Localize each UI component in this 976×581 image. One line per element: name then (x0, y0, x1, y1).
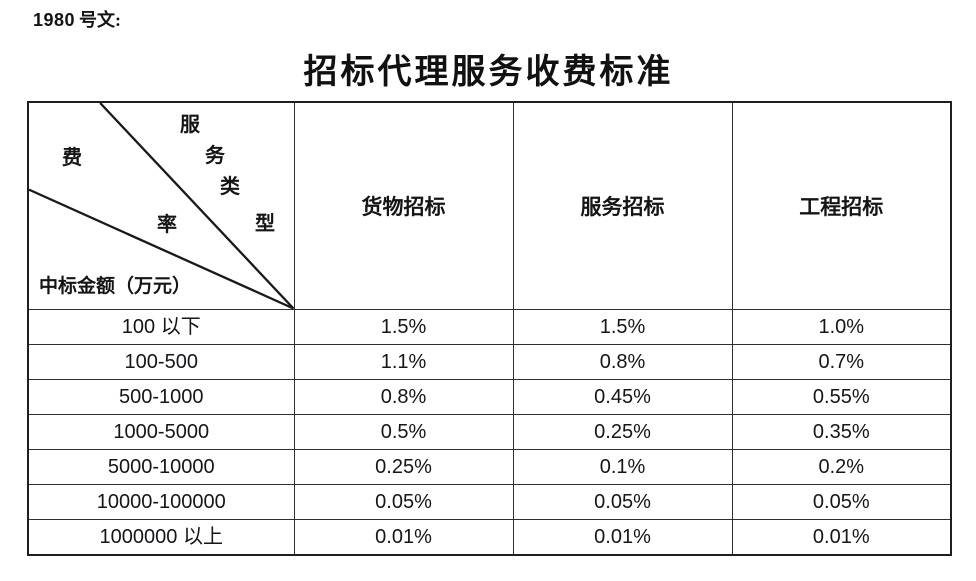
doc-number-label: 1980 号文: (33, 6, 121, 32)
service-rate-cell: 0.01% (512, 519, 733, 556)
amount-range-cell: 100-500 (27, 343, 295, 380)
works-rate-cell: 0.05% (731, 484, 952, 521)
goods-rate-cell: 0.25% (293, 449, 514, 486)
goods-rate-cell: 0.01% (293, 519, 514, 556)
page-title: 招标代理服务收费标准 (303, 54, 674, 91)
goods-rate-cell: 0.5% (293, 413, 514, 451)
fee-table-row: 1000-5000 0.5% 0.25% 0.35% (27, 413, 952, 451)
works-rate-cell: 0.2% (731, 449, 952, 486)
amount-range-cell: 5000-10000 (27, 449, 295, 486)
fee-table-row: 10000-100000 0.05% 0.05% 0.05% (27, 484, 952, 521)
service-rate-cell: 0.1% (512, 449, 733, 486)
column-header-works: 工程招标 (731, 101, 952, 310)
column-header-service: 服务招标 (512, 101, 733, 310)
works-rate-cell: 0.01% (731, 519, 952, 556)
doc-number: 1980 (33, 10, 76, 30)
diagonal-divider-lines (29, 103, 293, 308)
fee-table-row: 500-1000 0.8% 0.45% 0.55% (27, 378, 952, 415)
service-rate-cell: 0.25% (512, 413, 733, 451)
goods-rate-cell: 0.05% (293, 484, 514, 521)
service-rate-cell: 0.45% (512, 378, 733, 415)
corner-service-type-char-1: 服 (180, 114, 200, 136)
corner-rate-char: 率 (157, 214, 177, 236)
works-rate-cell: 0.35% (731, 413, 952, 451)
service-rate-cell: 1.5% (512, 308, 733, 345)
amount-range-cell: 500-1000 (27, 378, 295, 415)
amount-range-cell: 10000-100000 (27, 484, 295, 521)
corner-row-axis-label: 中标金额（万元） (39, 276, 192, 297)
doc-number-suffix: 号文: (79, 10, 122, 30)
amount-range-cell: 1000000 以上 (27, 519, 295, 556)
service-rate-cell: 0.05% (512, 484, 733, 521)
fee-table-row: 1000000 以上 0.01% 0.01% 0.01% (27, 519, 952, 556)
fee-table: 费 率 服 务 类 型 中标金额（万元） 货物招标 服务招标 工程招标 100 … (27, 101, 952, 556)
fee-table-row: 5000-10000 0.25% 0.1% 0.2% (27, 449, 952, 486)
fee-table-row: 100-500 1.1% 0.8% 0.7% (27, 343, 952, 380)
goods-rate-cell: 0.8% (293, 378, 514, 415)
service-rate-cell: 0.8% (512, 343, 733, 380)
works-rate-cell: 0.7% (731, 343, 952, 380)
corner-cell: 费 率 服 务 类 型 中标金额（万元） (27, 101, 295, 310)
amount-range-cell: 100 以下 (27, 308, 295, 345)
goods-rate-cell: 1.1% (293, 343, 514, 380)
fee-table-row: 100 以下 1.5% 1.5% 1.0% (27, 308, 952, 345)
corner-service-type-char-4: 型 (255, 213, 275, 235)
goods-rate-cell: 1.5% (293, 308, 514, 345)
fee-table-body: 100 以下 1.5% 1.5% 1.0% 100-500 1.1% 0.8% … (27, 308, 952, 556)
column-header-goods: 货物招标 (293, 101, 514, 310)
works-rate-cell: 0.55% (731, 378, 952, 415)
amount-range-cell: 1000-5000 (27, 413, 295, 451)
corner-fee-char: 费 (62, 147, 82, 169)
header-row: 费 率 服 务 类 型 中标金额（万元） 货物招标 服务招标 工程招标 (27, 101, 952, 310)
corner-service-type-char-2: 务 (205, 145, 225, 167)
corner-service-type-char-3: 类 (220, 176, 240, 198)
works-rate-cell: 1.0% (731, 308, 952, 345)
